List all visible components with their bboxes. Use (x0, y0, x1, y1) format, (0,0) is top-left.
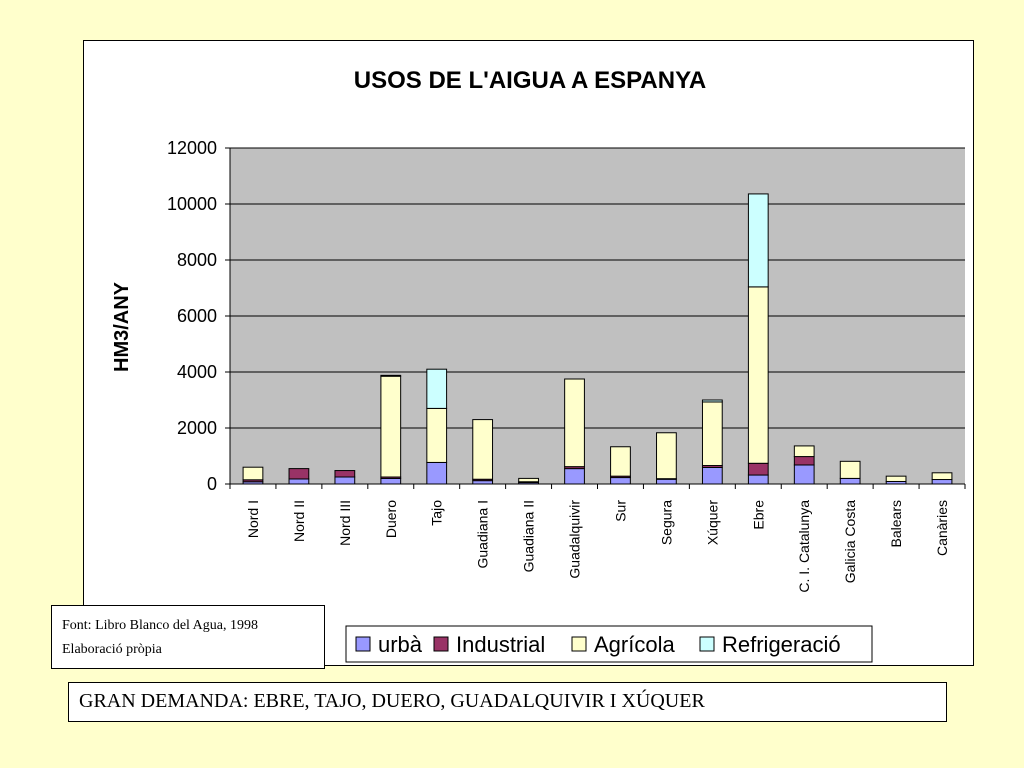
legend-label: urbà (378, 632, 423, 657)
bar-segment (793, 464, 815, 485)
bar-segment (793, 456, 815, 466)
y-tick-label: 12000 (167, 138, 217, 158)
bar-segment (885, 475, 907, 482)
chart-frame: USOS DE L'AIGUA A ESPANYA HM3/ANY 0 2000 4… (83, 40, 974, 666)
bar-segment (656, 432, 677, 480)
x-tick-label: Guadiana I (475, 500, 491, 569)
x-tick-label: Galicia Costa (842, 500, 858, 583)
bar-segment (380, 375, 402, 478)
bar-segment (426, 461, 448, 485)
legend-swatch (355, 636, 371, 652)
x-tick-label: Xúquer (704, 500, 720, 545)
bar-segment (518, 477, 539, 483)
legend-label: Agrícola (594, 632, 675, 657)
y-axis-title: HM3/ANY (111, 281, 133, 372)
stacked-bar-chart: USOS DE L'AIGUA A ESPANYA HM3/ANY 0 2000 4… (111, 67, 966, 663)
legend-label: Refrigeració (722, 632, 841, 657)
x-tick-label: Duero (383, 500, 399, 538)
x-tick-label: C. I. Catalunya (796, 500, 812, 593)
x-tick-labels: Nord I Nord II Nord III Duero Tajo Guadiana I… (245, 500, 950, 593)
chart-title: USOS DE L'AIGUA A ESPANYA (354, 67, 706, 94)
x-tick-label: Balears (888, 500, 904, 547)
bar-segment (610, 446, 631, 477)
bar-segment (288, 478, 310, 485)
bar-segment (747, 193, 769, 288)
source-line: Font: Libro Blanco del Agua, 1998 (62, 618, 258, 633)
bar-segment (839, 477, 861, 485)
bars (242, 193, 953, 485)
bar-segment (839, 460, 861, 479)
bar-segment (334, 470, 356, 478)
bar-segment (426, 407, 448, 463)
y-tick-label: 10000 (167, 194, 217, 214)
bar-segment (793, 445, 815, 458)
bar-segment (701, 401, 723, 467)
x-tick-label: Sur (612, 500, 628, 522)
x-tick-label: Nord I (245, 500, 261, 538)
bar-segment (747, 286, 769, 464)
x-tick-label: Guadiana II (521, 500, 537, 572)
bar-segment (472, 480, 494, 485)
legend: urbà Industrial Agrícola Refrigeració (345, 625, 873, 663)
bar-segment (380, 374, 402, 377)
bar-segment (334, 476, 356, 485)
y-tick-label: 0 (207, 474, 217, 494)
source-credit: Elaboració pròpia (62, 642, 162, 657)
x-tick-label: Canàries (934, 500, 950, 556)
bar-segment (747, 474, 769, 485)
bar-segment (747, 462, 769, 476)
bar-segment (472, 419, 494, 480)
legend-swatch (571, 636, 587, 652)
x-tick-label: Nord III (337, 500, 353, 546)
x-tick-label: Guadalquivir (567, 500, 583, 579)
axes (225, 147, 966, 489)
bar-segment (701, 399, 723, 403)
bar-segment (564, 468, 585, 485)
bar-segment (701, 466, 723, 485)
bar-segment (564, 378, 585, 468)
summary-banner: GRAN DEMANDA: EBRE, TAJO, DUERO, GUADALQ… (68, 682, 947, 722)
x-tick-label: Tajo (429, 500, 445, 526)
y-tick-label: 2000 (177, 418, 217, 438)
bar-segment (931, 472, 953, 481)
bar-segment (288, 468, 310, 480)
bar-segment (931, 479, 953, 485)
bar-segment (656, 478, 677, 485)
legend-swatch (699, 636, 715, 652)
y-tick-label: 8000 (177, 250, 217, 270)
y-tick-labels: 0 2000 4000 6000 8000 10000 12000 (167, 138, 217, 494)
legend-label: Industrial (456, 632, 545, 657)
y-tick-label: 6000 (177, 306, 217, 326)
bar-segment (610, 477, 631, 485)
bar-segment (426, 368, 448, 409)
bar-segment (242, 466, 264, 481)
x-tick-label: Nord II (291, 500, 307, 542)
legend-swatch (433, 636, 449, 652)
x-tick-label: Segura (658, 500, 674, 545)
x-tick-label: Ebre (750, 500, 766, 530)
y-tick-label: 4000 (177, 362, 217, 382)
bar-segment (380, 477, 402, 485)
source-box: Font: Libro Blanco del Agua, 1998 Elabor… (51, 605, 325, 669)
